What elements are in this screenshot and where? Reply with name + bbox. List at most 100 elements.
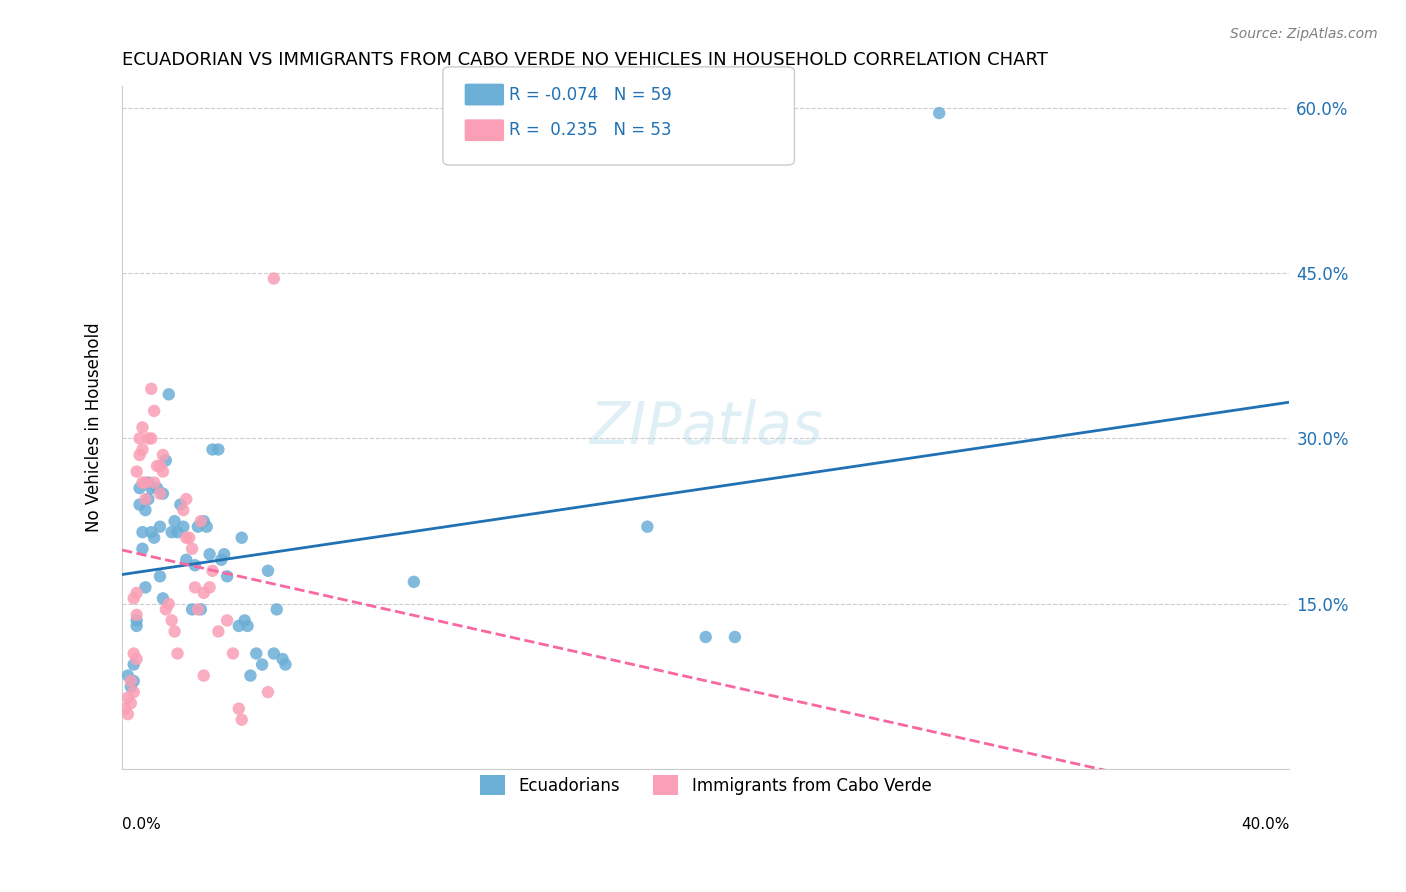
Point	[724, 630, 747, 644]
Point	[174, 553, 197, 567]
Point	[128, 498, 150, 512]
Point	[250, 657, 273, 672]
Point	[263, 271, 285, 285]
Point	[141, 432, 163, 446]
Point	[131, 475, 153, 490]
Text: ZIPatlas: ZIPatlas	[589, 399, 823, 456]
Y-axis label: No Vehicles in Household: No Vehicles in Household	[86, 323, 103, 533]
Point	[122, 674, 145, 689]
Point	[172, 503, 194, 517]
Point	[179, 531, 201, 545]
Point	[245, 647, 267, 661]
Point	[117, 690, 139, 705]
Point	[163, 624, 186, 639]
Point	[187, 519, 209, 533]
Point	[174, 531, 197, 545]
Point	[212, 547, 235, 561]
Point	[166, 525, 188, 540]
Point	[149, 486, 172, 500]
Point	[114, 701, 136, 715]
Point	[231, 713, 253, 727]
Point	[122, 647, 145, 661]
Point	[155, 453, 177, 467]
Point	[125, 586, 148, 600]
Point	[120, 696, 142, 710]
Point	[201, 442, 224, 457]
Point	[157, 597, 180, 611]
Point	[195, 519, 218, 533]
Point	[181, 602, 204, 616]
Point	[228, 701, 250, 715]
Point	[266, 602, 288, 616]
Point	[134, 492, 156, 507]
Point	[136, 475, 159, 490]
Point	[187, 602, 209, 616]
Point	[257, 685, 280, 699]
Point	[143, 475, 166, 490]
Point	[136, 432, 159, 446]
Point	[184, 580, 207, 594]
Point	[174, 492, 197, 507]
Legend: Ecuadorians, Immigrants from Cabo Verde: Ecuadorians, Immigrants from Cabo Verde	[474, 768, 938, 802]
Point	[122, 657, 145, 672]
Point	[149, 569, 172, 583]
Point	[193, 514, 215, 528]
Point	[149, 458, 172, 473]
Text: 0.0%: 0.0%	[122, 817, 160, 832]
Point	[125, 607, 148, 622]
Point	[263, 647, 285, 661]
Point	[271, 652, 294, 666]
Point	[231, 531, 253, 545]
Point	[131, 420, 153, 434]
Point	[120, 674, 142, 689]
Point	[134, 580, 156, 594]
Point	[166, 647, 188, 661]
Point	[402, 574, 425, 589]
Point	[128, 481, 150, 495]
Point	[128, 448, 150, 462]
Point	[181, 541, 204, 556]
Point	[122, 591, 145, 606]
Point	[141, 481, 163, 495]
Point	[169, 498, 191, 512]
Point	[636, 519, 658, 533]
Point	[184, 558, 207, 573]
Text: 40.0%: 40.0%	[1241, 817, 1289, 832]
Point	[157, 387, 180, 401]
Text: R = -0.074   N = 59: R = -0.074 N = 59	[509, 86, 672, 103]
Point	[136, 492, 159, 507]
Point	[131, 541, 153, 556]
Point	[207, 624, 229, 639]
Point	[152, 591, 174, 606]
Point	[146, 458, 169, 473]
Point	[190, 514, 212, 528]
Point	[146, 481, 169, 495]
Point	[125, 652, 148, 666]
Point	[131, 442, 153, 457]
Point	[143, 531, 166, 545]
Point	[160, 525, 183, 540]
Point	[222, 647, 245, 661]
Point	[193, 668, 215, 682]
Point	[152, 465, 174, 479]
Point	[198, 547, 221, 561]
Point	[217, 614, 239, 628]
Point	[239, 668, 262, 682]
Point	[695, 630, 717, 644]
Point	[131, 525, 153, 540]
Point	[120, 680, 142, 694]
Point	[163, 514, 186, 528]
Point	[193, 586, 215, 600]
Point	[217, 569, 239, 583]
Point	[257, 564, 280, 578]
Point	[201, 564, 224, 578]
Point	[233, 614, 256, 628]
Point	[152, 486, 174, 500]
Point	[236, 619, 259, 633]
Point	[198, 580, 221, 594]
Point	[152, 448, 174, 462]
Point	[134, 503, 156, 517]
Point	[155, 602, 177, 616]
Point	[172, 519, 194, 533]
Point	[125, 465, 148, 479]
